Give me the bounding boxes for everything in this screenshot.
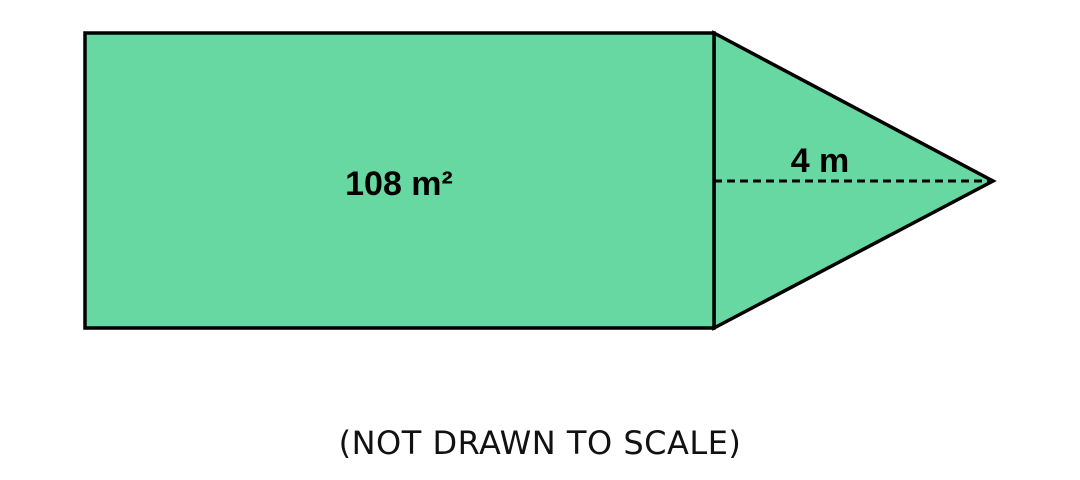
triangle-height-label: 4 m <box>791 142 850 180</box>
rectangle-area-label: 108 m² <box>345 165 453 203</box>
not-to-scale-caption: (NOT DRAWN TO SCALE) <box>338 424 742 462</box>
rectangle <box>83 31 716 330</box>
